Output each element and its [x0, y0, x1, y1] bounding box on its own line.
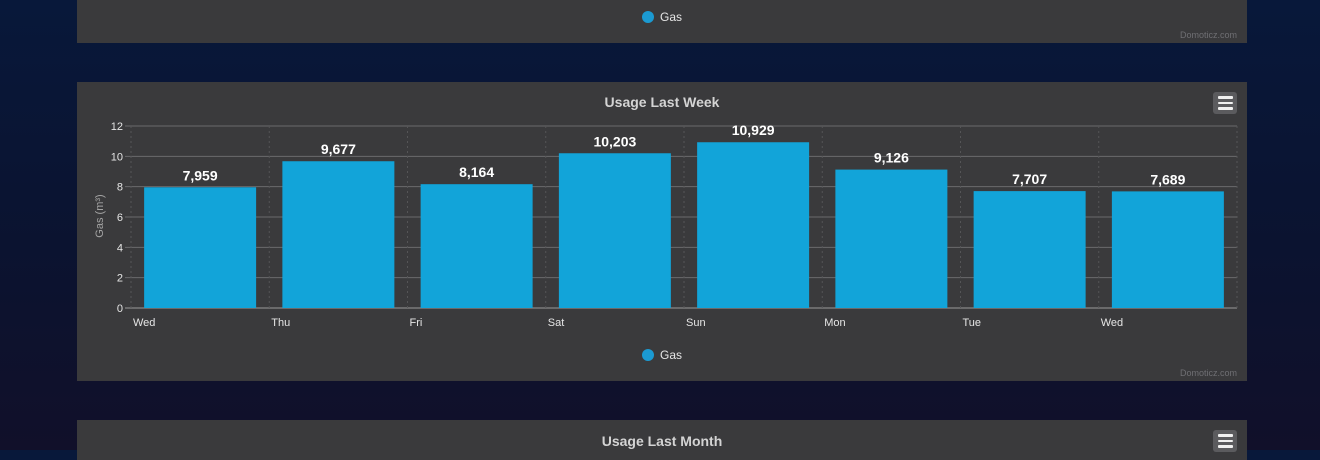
y-tick-label: 12	[111, 121, 123, 133]
legend[interactable]: Gas	[77, 348, 1247, 362]
bar[interactable]	[697, 142, 810, 308]
y-tick-label: 4	[117, 242, 123, 254]
x-tick-label: Thu	[271, 317, 290, 329]
bar[interactable]	[1111, 191, 1224, 308]
data-label: 9,677	[321, 141, 356, 157]
y-tick-label: 6	[117, 212, 123, 224]
y-tick-label: 8	[117, 182, 123, 194]
y-axis-label: Gas (m³)	[94, 194, 106, 237]
bar[interactable]	[282, 161, 395, 308]
chart-title: Usage Last Month	[601, 433, 723, 449]
x-tick-label: Wed	[1101, 317, 1123, 329]
data-label: 7,689	[1150, 171, 1185, 187]
credit-link[interactable]: Domoticz.com	[1179, 30, 1237, 40]
hamburger-menu-icon[interactable]	[1213, 92, 1237, 114]
bar[interactable]	[973, 191, 1086, 308]
y-tick-label: 10	[111, 151, 123, 163]
data-label: 8,164	[459, 164, 494, 180]
x-tick-label: Sun	[686, 317, 706, 329]
legend-label: Gas	[659, 10, 682, 24]
usage-last-month-panel: Usage Last Month	[77, 420, 1247, 460]
legend-dot-icon	[641, 349, 654, 361]
legend[interactable]: Gas	[77, 10, 1247, 24]
y-tick-label: 2	[117, 273, 123, 285]
x-tick-label: Wed	[133, 317, 155, 329]
data-label: 7,959	[183, 167, 218, 183]
data-label: 9,126	[874, 150, 909, 166]
x-tick-label: Fri	[410, 317, 423, 329]
bar[interactable]	[144, 187, 257, 308]
data-label: 7,707	[1012, 171, 1047, 187]
x-tick-label: Sat	[548, 317, 565, 329]
previous-chart-panel: Gas Domoticz.com	[77, 0, 1247, 43]
data-label: 10,929	[732, 122, 775, 138]
legend-dot-icon	[641, 11, 654, 23]
x-tick-label: Tue	[963, 317, 982, 329]
bar[interactable]	[835, 169, 948, 308]
usage-last-week-panel: Usage Last Week 0 2 4 6 8 10 12 Wed Thu Fri Sat Su…	[77, 82, 1247, 381]
bar[interactable]	[558, 153, 671, 308]
chart-title: Usage Last Week	[604, 94, 720, 110]
y-tick-label: 0	[117, 303, 123, 315]
data-label: 10,203	[593, 133, 636, 149]
credit-link[interactable]: Domoticz.com	[1179, 368, 1237, 378]
legend-label: Gas	[659, 348, 682, 362]
bar[interactable]	[420, 184, 533, 308]
hamburger-menu-icon[interactable]	[1213, 430, 1237, 452]
x-tick-label: Mon	[824, 317, 845, 329]
bar-chart: 0 2 4 6 8 10 12 Wed Thu Fri Sat Sun Mon Tue Wed 7,959…	[94, 121, 1238, 329]
